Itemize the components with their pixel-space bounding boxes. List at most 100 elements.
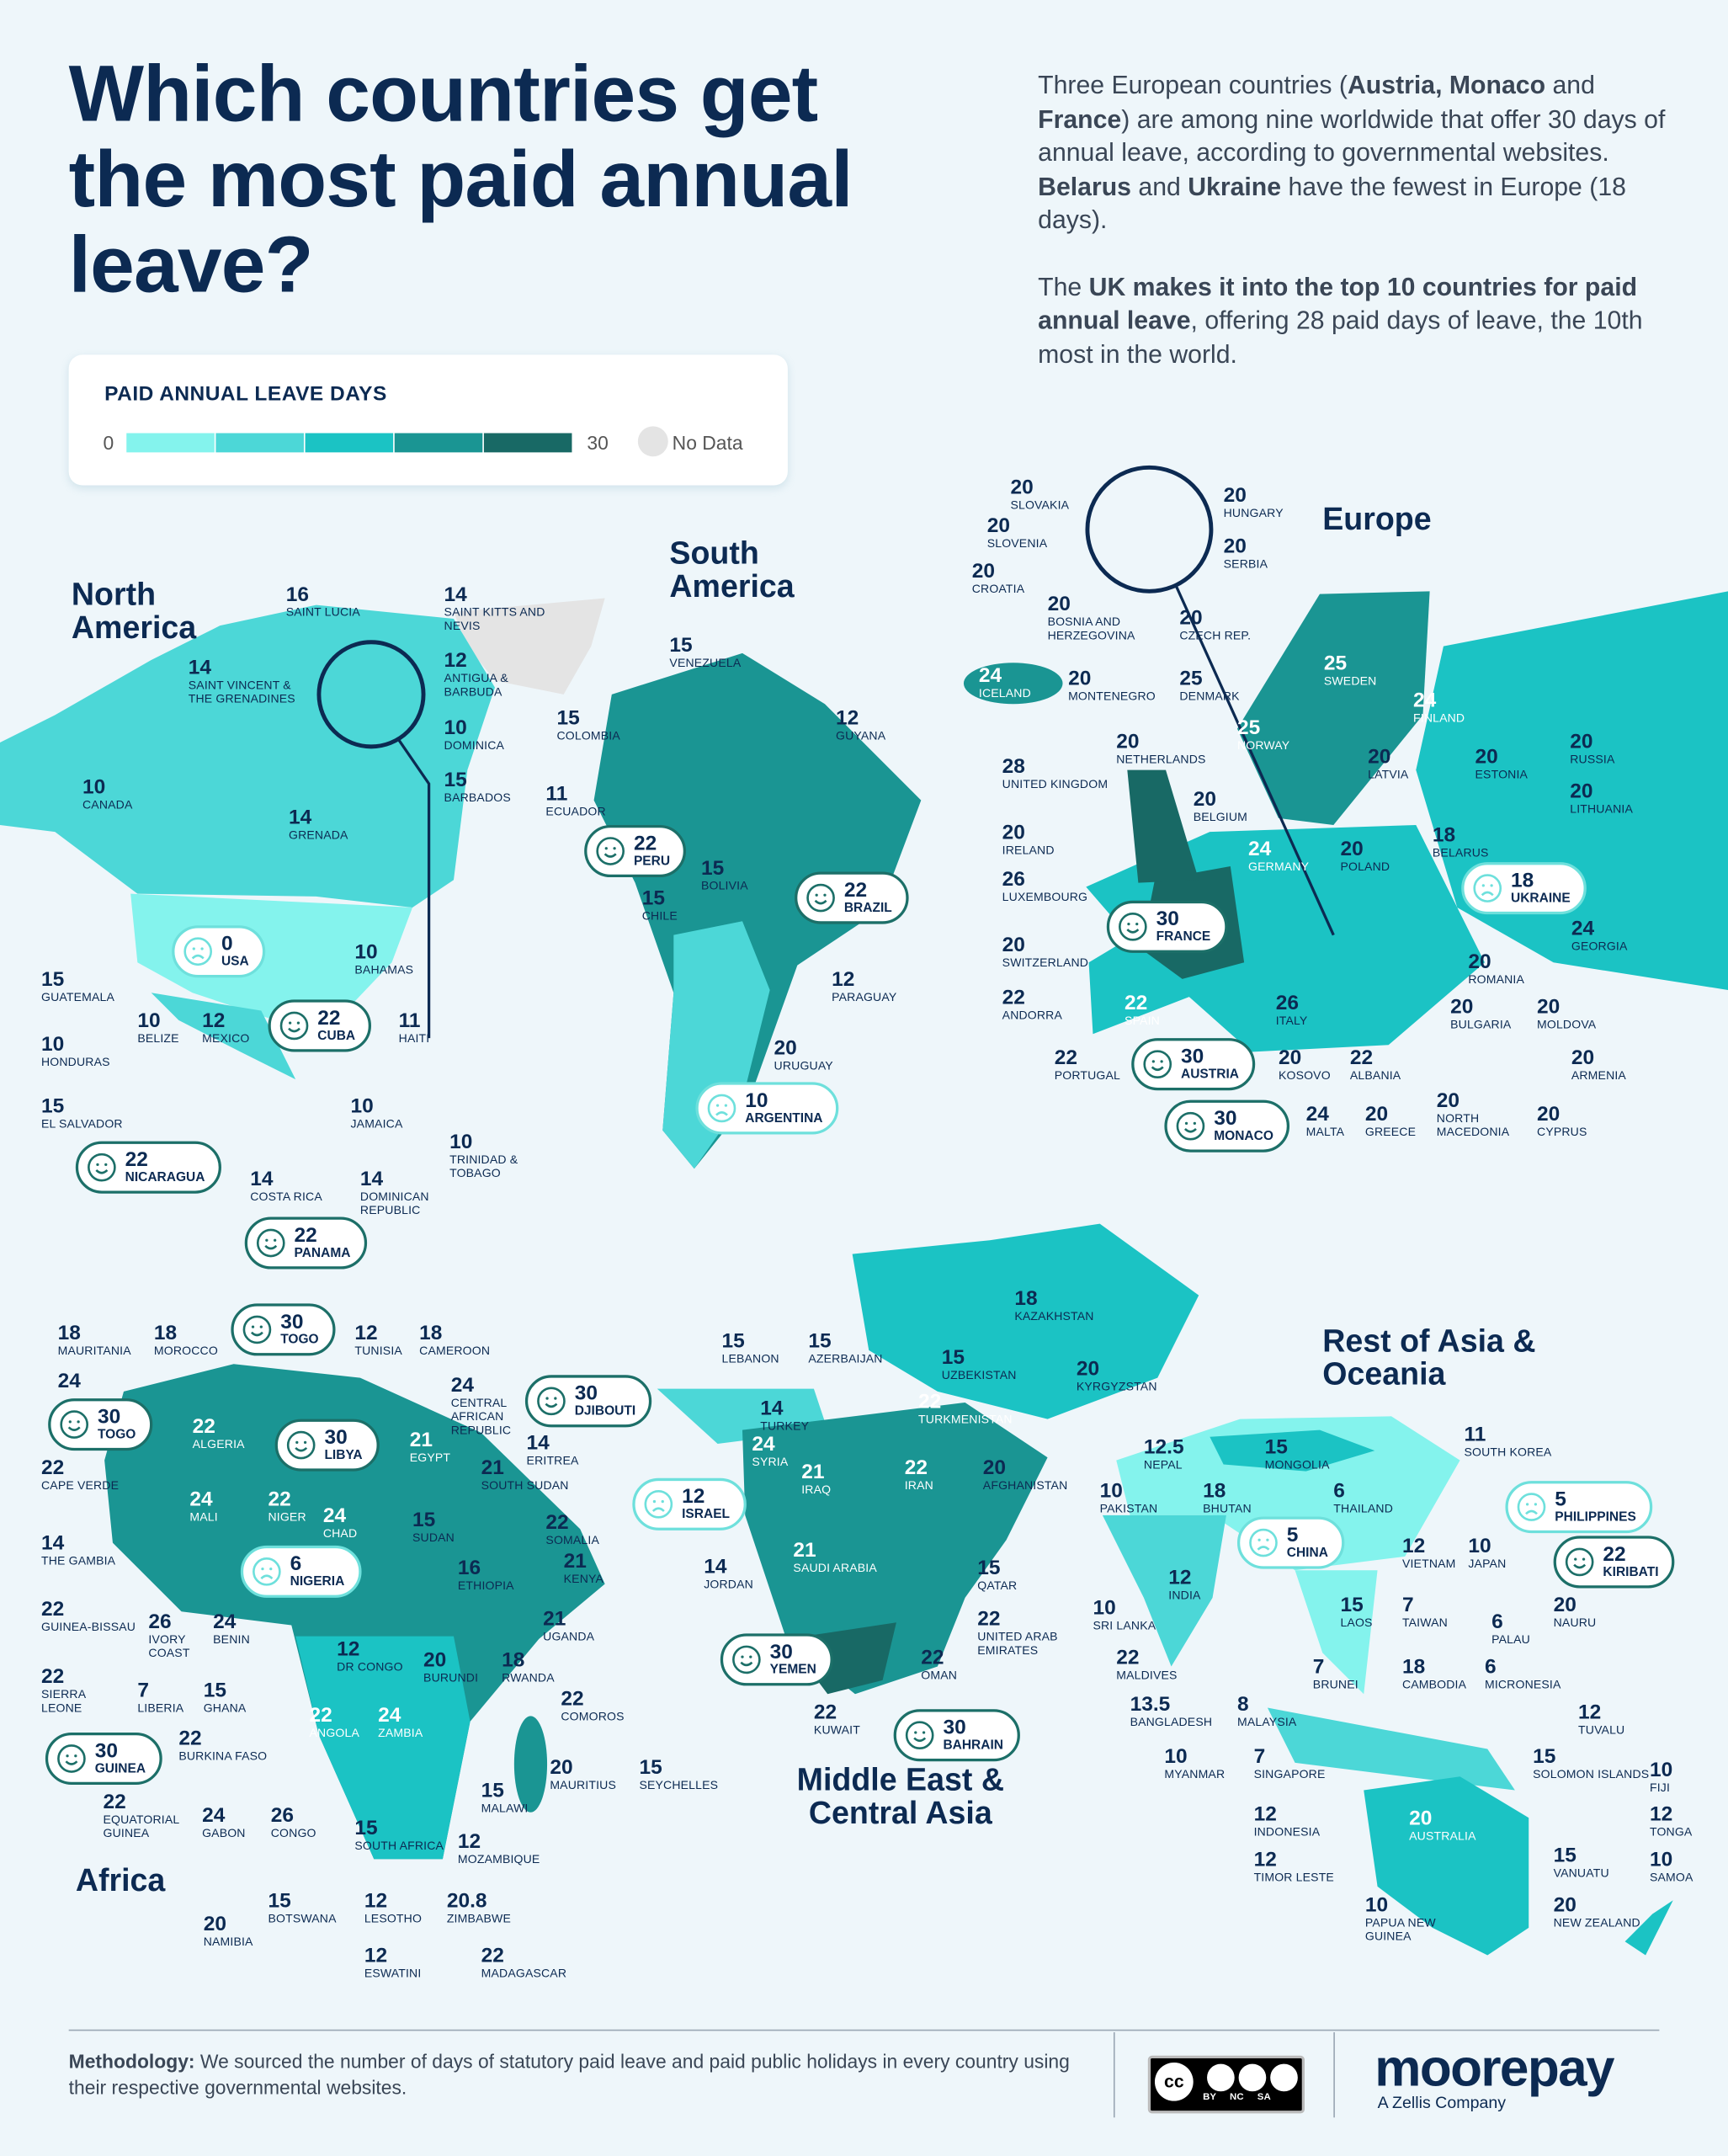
page-title: Which countries get the most paid annual…	[68, 49, 853, 310]
country-label-belgium: 20 Belgium	[1194, 790, 1247, 824]
country-name: Colombia	[556, 728, 620, 743]
leave-days: 15	[556, 706, 580, 731]
leave-days: 21	[563, 1549, 587, 1573]
intro-paragraph: The UK makes it into the top 10 countrie…	[1038, 270, 1684, 371]
country-name: Malawi	[481, 1801, 529, 1815]
leave-days: 10	[137, 1009, 161, 1033]
country-name: Comoros	[561, 1709, 625, 1723]
smiley-face-icon	[1565, 1547, 1594, 1577]
leave-days: 20	[1436, 1089, 1460, 1113]
country-label-madagascar: 22 Madagascar	[481, 1946, 566, 1980]
country-label-singapore: 7 Singapore	[1254, 1746, 1326, 1781]
country-label-south-sudan: 21 South Sudan	[481, 1457, 569, 1492]
country-label-oman: 22 Oman	[921, 1648, 957, 1682]
country-label-mongolia: 15 Mongolia	[1265, 1437, 1330, 1472]
country-name: Venezuela	[669, 656, 742, 670]
badge-text: 30 France	[1156, 909, 1211, 945]
country-name: Mauritania	[57, 1343, 131, 1358]
leave-days: 10	[354, 940, 378, 964]
country-name: Guyana	[836, 728, 886, 743]
country-label-latvia: 20 Latvia	[1368, 747, 1408, 781]
country-name: Kyrgyzstan	[1076, 1379, 1157, 1393]
leave-days: 20	[1450, 995, 1474, 1019]
map-australia	[1364, 1776, 1529, 1956]
leave-days: 20	[1475, 745, 1498, 769]
country-name: Saint Lucia	[285, 604, 360, 619]
sad-face-icon	[253, 1557, 281, 1586]
country-label-tuvalu: 12 Tuvalu	[1578, 1702, 1624, 1737]
leave-days: 12	[1401, 1534, 1426, 1558]
country-name: South Africa	[354, 1838, 444, 1853]
country-name: Laos	[1340, 1616, 1373, 1630]
legend-max: 30	[587, 431, 609, 454]
country-name: Estonia	[1475, 767, 1529, 781]
country-label-bosnia-and-herzegovina: 20 Bosnia and Herzegovina	[1048, 594, 1165, 642]
leave-days: 15	[721, 1329, 745, 1354]
sad-face-icon	[1249, 1528, 1278, 1557]
country-name: Gabon	[202, 1826, 246, 1840]
country-label-the-gambia: 14 The Gambia	[41, 1533, 115, 1568]
map-southern-africa	[295, 1636, 471, 1860]
country-name: Madagascar	[481, 1966, 567, 1980]
country-label-cape-verde: 22 Cape Verde	[41, 1457, 119, 1492]
country-label-thailand: 6 Thailand	[1333, 1481, 1393, 1515]
smiley-face-icon	[57, 1744, 86, 1773]
leave-days: 24	[752, 1432, 775, 1456]
leave-days: 15	[268, 1889, 291, 1913]
no-data-swatch	[637, 426, 668, 457]
country-name: Romania	[1468, 972, 1525, 987]
leave-days: 22	[1054, 1046, 1077, 1070]
leave-days: 12	[364, 1944, 388, 1968]
country-name: Antigua & Barbuda	[444, 671, 508, 699]
leave-days: 22	[977, 1607, 1001, 1632]
magnifier-leader	[1173, 583, 1335, 936]
country-name: Bosnia and Herzegovina	[1047, 615, 1135, 642]
country-label-italy: 26 Italy	[1276, 993, 1308, 1027]
country-name: United Kingdom	[1002, 776, 1109, 791]
leave-days: 22	[294, 1223, 317, 1248]
intro-text-segment: Three European countries (	[1038, 70, 1348, 99]
map-mexico	[151, 993, 296, 1080]
leave-days: 20	[971, 559, 995, 583]
leave-days: 22	[40, 1664, 65, 1689]
leave-days: 22	[918, 1390, 942, 1414]
country-label-comoros: 22 Comoros	[561, 1689, 624, 1723]
leave-days: 12	[354, 1321, 378, 1345]
intro-text-segment: and	[1545, 70, 1595, 99]
country-badge-libya: 30 Libya	[274, 1419, 380, 1472]
country-label-algeria: 22 Algeria	[193, 1416, 245, 1451]
leave-days: 18	[1510, 869, 1534, 893]
license-tags: BY NC SA	[1203, 2092, 1271, 2103]
country-label-vanuatu: 15 Vanuatu	[1554, 1845, 1609, 1880]
leave-days: 10	[444, 716, 467, 740]
country-label-lesotho: 12 Lesotho	[364, 1891, 422, 1925]
methodology: Methodology: We sourced the number of da…	[69, 2049, 1087, 2101]
country-name: Slovakia	[1010, 498, 1070, 512]
leave-days: 0	[221, 932, 233, 956]
country-name: Lithuania	[1570, 801, 1634, 816]
leave-days: 20	[1076, 1357, 1100, 1381]
country-label-ethiopia: 16 Ethiopia	[458, 1558, 514, 1593]
map-india	[1102, 1515, 1226, 1667]
country-name: Spain	[1125, 1013, 1160, 1028]
leave-days: 20	[1002, 934, 1025, 957]
leave-days: 22	[192, 1414, 215, 1439]
country-name: Iceland	[978, 686, 1031, 700]
country-name: Eswatini	[364, 1966, 422, 1980]
country-name: Turkmenistan	[918, 1412, 1013, 1426]
country-name: United Arab Emirates	[977, 1629, 1058, 1658]
legend-swatch	[305, 433, 394, 453]
country-name: Angola	[309, 1725, 359, 1740]
country-label-mauritius: 20 Mauritius	[550, 1757, 616, 1791]
country-label-nauru: 20 Nauru	[1554, 1595, 1597, 1630]
country-name: Congo	[270, 1826, 316, 1840]
region-title-europe: Europe	[1322, 500, 1432, 536]
intro-text-segment: and	[1131, 171, 1188, 200]
leave-days: 15	[444, 769, 467, 792]
intro-emphasis: Ukraine	[1188, 171, 1282, 200]
leave-days: 30	[94, 1739, 118, 1763]
leave-days: 6	[1491, 1610, 1503, 1634]
badge-text: 30 Togo	[280, 1312, 318, 1347]
country-label-finland: 24 Finland	[1413, 690, 1465, 725]
smiley-face-icon	[279, 1011, 309, 1041]
